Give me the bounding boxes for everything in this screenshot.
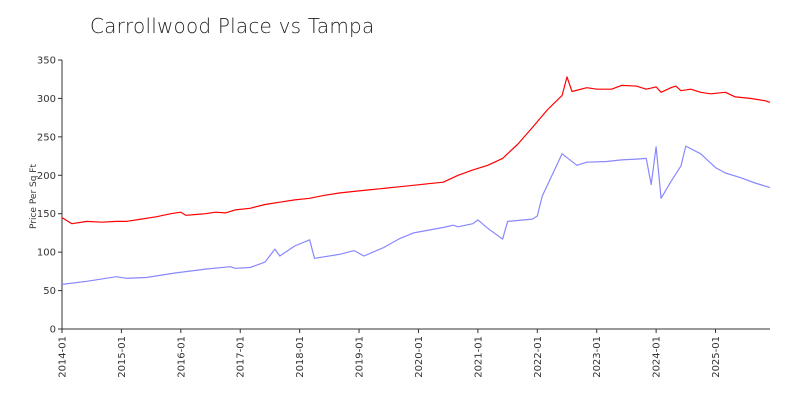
series-line-red: [61, 76, 771, 225]
y-tick-label: 0: [50, 325, 56, 336]
x-tick-label: 2015-01: [117, 336, 128, 378]
x-tick-label: 2018-01: [295, 336, 306, 378]
x-tick-label: 2021-01: [473, 336, 484, 378]
y-tick-label: 150: [37, 209, 56, 220]
x-tick-label: 2022-01: [533, 336, 544, 378]
series-line-blue: [61, 145, 771, 285]
x-tick-label: 2016-01: [176, 336, 187, 378]
y-tick-label: 250: [37, 132, 56, 143]
y-tick-label: 300: [37, 94, 56, 105]
x-tick-label: 2019-01: [355, 336, 366, 378]
x-tick-label: 2024-01: [652, 336, 663, 378]
y-tick-label: 350: [37, 56, 56, 67]
x-tick-label: 2017-01: [236, 336, 247, 378]
y-tick-label: 50: [43, 286, 56, 297]
y-tick-label: 200: [37, 171, 56, 182]
x-tick-label: 2014-01: [58, 336, 69, 378]
x-tick-label: 2025-01: [711, 336, 722, 378]
y-axis-title: Price Per Sq Ft: [29, 164, 39, 229]
x-tick-label: 2023-01: [592, 336, 603, 378]
x-tick-label: 2020-01: [414, 336, 425, 378]
chart-title: Carrollwood Place vs Tampa: [90, 14, 375, 38]
y-tick-label: 100: [37, 248, 56, 259]
